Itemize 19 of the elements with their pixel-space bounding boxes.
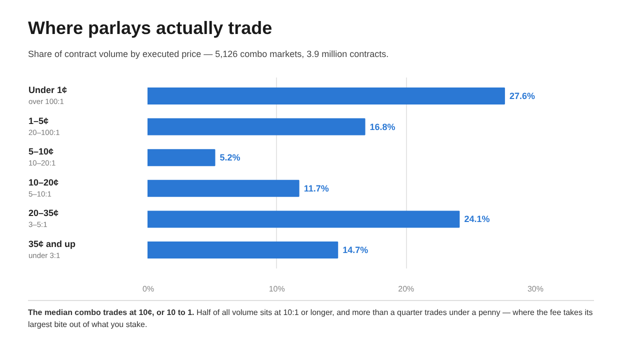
x-tick-label: 10% xyxy=(268,284,285,294)
bar xyxy=(148,210,460,228)
bar xyxy=(148,87,505,104)
chart-subtitle: Share of contract volume by executed price — 5,126 combo markets, 3.9 million contracts. xyxy=(28,48,389,61)
data-label: 5.2% xyxy=(220,152,240,162)
chart-title: Where parlays actually trade xyxy=(28,17,272,40)
data-label: 11.7% xyxy=(304,182,329,193)
data-label: 24.1% xyxy=(464,214,490,224)
data-label: 16.8% xyxy=(370,121,396,132)
data-label: 27.6% xyxy=(509,90,535,101)
data-label: 14.7% xyxy=(342,244,368,255)
x-tick-label: 30% xyxy=(527,284,544,294)
x-tick-label: 0% xyxy=(142,284,154,294)
bar xyxy=(148,241,338,258)
bar xyxy=(148,179,300,196)
bar xyxy=(148,148,216,166)
bar xyxy=(148,118,366,135)
x-tick-label: 20% xyxy=(398,284,414,294)
text: The median combo trades at 10¢, or 10 to 1. xyxy=(28,308,194,317)
